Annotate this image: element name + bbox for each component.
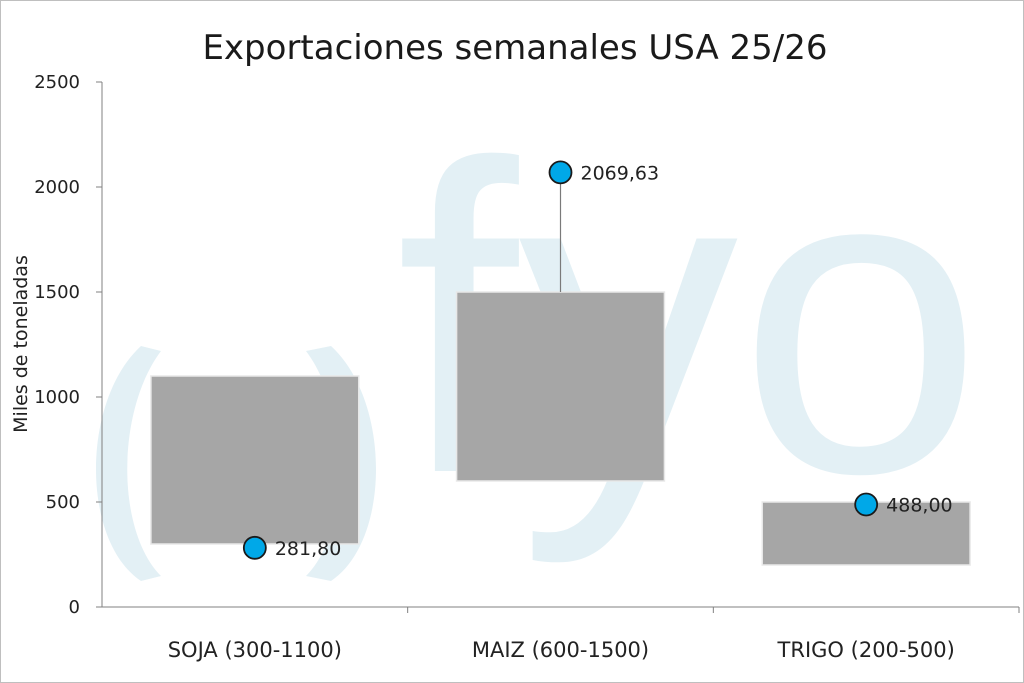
range-bar (150, 375, 360, 545)
category-label: TRIGO (200-500) (777, 638, 955, 662)
range-bar-group (150, 291, 971, 566)
data-label: 281,80 (275, 538, 341, 560)
watermark-left-paren (96, 346, 161, 581)
category-label: MAIZ (600-1500) (472, 638, 649, 662)
x-tick-group: SOJA (300-1100) MAIZ (600-1500) TRIGO (200… (168, 607, 1020, 662)
data-label: 2069,63 (581, 162, 660, 184)
value-marker (854, 492, 879, 517)
value-marker (242, 535, 267, 560)
y-tick-label: 500 (46, 492, 80, 513)
y-tick-label: 0 (69, 597, 80, 618)
category-label: SOJA (300-1100) (168, 638, 342, 662)
range-bar (455, 291, 666, 482)
y-tick-group: 0 500 1000 1500 2000 2500 (34, 72, 102, 618)
y-tick-label: 1500 (34, 282, 80, 303)
value-marker (548, 160, 573, 185)
chart-title: Exportaciones semanales USA 25/26 (202, 28, 827, 68)
y-tick-label: 2000 (34, 177, 80, 198)
y-tick-label: 2500 (34, 72, 80, 93)
y-tick-label: 1000 (34, 387, 80, 408)
marker-group: 281,80 2069,63 488,00 (242, 160, 953, 560)
y-axis-label: Miles de toneladas (10, 255, 32, 433)
data-label: 488,00 (886, 495, 952, 517)
